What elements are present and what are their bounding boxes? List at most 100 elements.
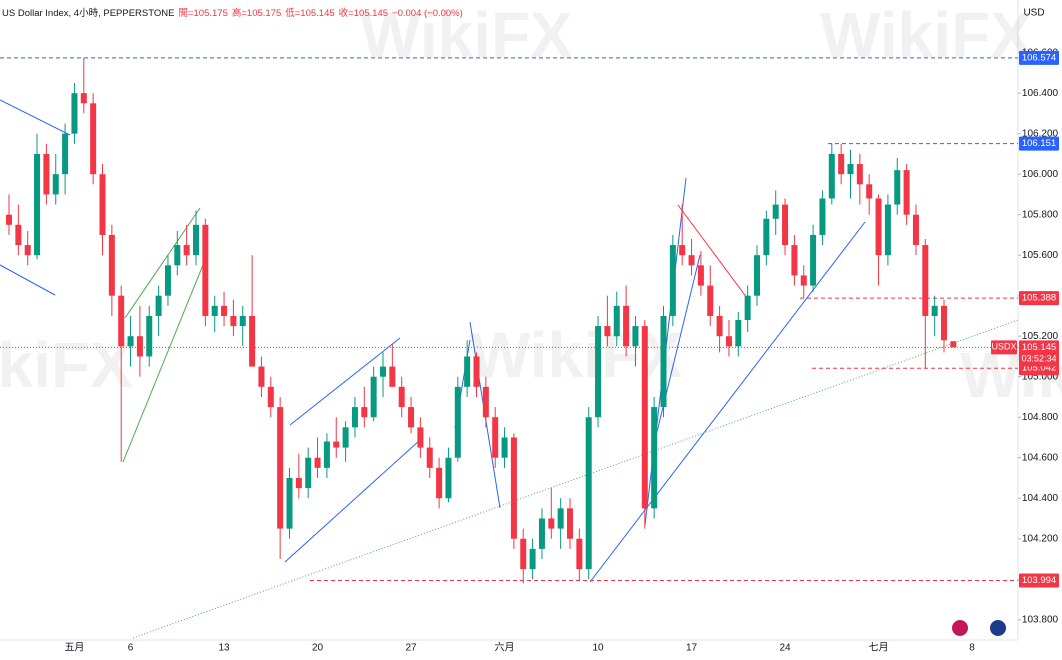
- candle-body: [408, 407, 415, 428]
- candle-body: [267, 386, 274, 408]
- candle-body: [735, 320, 742, 347]
- candle-body: [763, 218, 770, 256]
- candle-body: [604, 326, 611, 337]
- candle-body: [800, 275, 807, 286]
- y-tick-label: 104.200: [1022, 533, 1059, 544]
- x-tick-label: 七月: [869, 642, 889, 654]
- candle-body: [950, 341, 957, 348]
- candle-body: [202, 224, 209, 316]
- candle-body: [146, 315, 153, 357]
- candle-body: [688, 255, 695, 266]
- open: 開=105.175: [178, 8, 228, 19]
- trend-line: [122, 259, 206, 463]
- trend-line: [0, 264, 56, 296]
- price-label-bg: [1019, 291, 1059, 306]
- price-label-bg: [1019, 573, 1059, 588]
- price-label-bg: [1019, 50, 1059, 65]
- candle-body: [108, 234, 115, 296]
- candle-body: [342, 427, 349, 448]
- trend-line: [124, 207, 201, 319]
- y-tick-label: 106.200: [1022, 128, 1059, 139]
- candle-body: [286, 477, 293, 529]
- candle-body: [473, 356, 480, 387]
- candle-body: [258, 366, 265, 387]
- candle-body: [595, 326, 602, 418]
- candle-body: [819, 198, 826, 235]
- candle-body: [529, 548, 536, 570]
- event-icon[interactable]: [990, 620, 1006, 636]
- countdown: 03:52:34: [1021, 354, 1056, 364]
- candle-body: [538, 518, 545, 549]
- candle-body: [884, 204, 891, 256]
- currency-label: USD: [1023, 8, 1044, 19]
- candle-body: [118, 295, 125, 347]
- candle-body: [183, 245, 190, 256]
- candle-body: [697, 265, 704, 286]
- candles: [6, 57, 957, 584]
- candle-body: [623, 305, 630, 347]
- candle-body: [249, 315, 256, 367]
- candle-body: [810, 234, 817, 286]
- candle-body: [651, 407, 658, 509]
- candle-body: [445, 457, 452, 499]
- candle-body: [6, 214, 12, 225]
- price-label-bg: [1019, 340, 1059, 367]
- candle-body: [80, 93, 87, 104]
- candle-body: [567, 508, 573, 539]
- candle-body: [52, 174, 59, 195]
- change: −0.004 (−0.00%): [392, 8, 463, 19]
- ticker: USDX: [991, 342, 1016, 352]
- candle-body: [613, 305, 620, 337]
- candle-body: [398, 386, 405, 408]
- event-icon[interactable]: [952, 620, 968, 636]
- candle-body: [548, 518, 555, 529]
- candle-body: [15, 224, 22, 246]
- candle-body: [725, 336, 732, 347]
- y-tick-label: 104.400: [1022, 493, 1059, 504]
- candle-body: [305, 457, 312, 489]
- candle-body: [482, 386, 489, 418]
- candle-body: [370, 376, 377, 418]
- x-tick-label: 6: [128, 643, 134, 654]
- x-tick-label: 17: [686, 643, 698, 654]
- candle-body: [576, 538, 583, 570]
- high: 高=105.175: [231, 8, 282, 19]
- candle-body: [772, 204, 779, 219]
- candle-body: [847, 164, 854, 175]
- candle-body: [333, 441, 340, 448]
- candle-body: [716, 315, 723, 337]
- candle-body: [754, 255, 760, 296]
- candle-body: [99, 174, 106, 235]
- ticker-bg: [991, 340, 1017, 355]
- candle-body: [164, 265, 171, 296]
- y-tick-label: 105.000: [1022, 371, 1059, 382]
- candle-body: [436, 467, 443, 499]
- candle-body: [744, 295, 751, 320]
- candle-body: [90, 103, 97, 175]
- price-label: 103.994: [1022, 575, 1056, 586]
- candle-body: [501, 437, 508, 458]
- y-tick-label: 104.600: [1022, 452, 1059, 463]
- candle-body: [912, 214, 919, 246]
- candle-body: [389, 366, 396, 387]
- price-label: 106.151: [1022, 138, 1056, 149]
- x-tick-label: 10: [592, 643, 604, 654]
- candle-body: [931, 305, 938, 316]
- candle-body: [875, 198, 882, 256]
- price-label: 105.145: [1022, 342, 1056, 353]
- candle-body: [838, 153, 845, 175]
- candle-body: [136, 336, 143, 357]
- low: 低=105.145: [285, 8, 335, 19]
- candle-body: [295, 477, 302, 489]
- y-tick-label: 106.000: [1022, 169, 1059, 180]
- candle-body: [361, 407, 368, 418]
- candle-body: [193, 224, 199, 256]
- price-label: 105.388: [1022, 293, 1056, 304]
- watermark: WikiFX: [0, 329, 133, 401]
- symbol: US Dollar Index, 4小時, PEPPERSTONE: [2, 8, 175, 19]
- candle-body: [127, 336, 134, 347]
- price-label: 106.574: [1022, 52, 1056, 63]
- x-tick-label: 27: [405, 643, 417, 654]
- candle-body: [464, 356, 471, 387]
- trend-line: [289, 337, 401, 426]
